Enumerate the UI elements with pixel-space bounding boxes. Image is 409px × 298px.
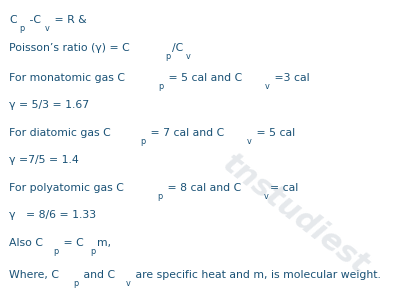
Text: =3 cal: =3 cal [271,73,309,83]
Text: p: p [164,52,170,61]
Text: v: v [45,24,49,33]
Text: and C: and C [80,270,115,280]
Text: /C: /C [171,43,182,53]
Text: For monatomic gas C: For monatomic gas C [9,73,125,83]
Text: -C: -C [26,15,40,25]
Text: p: p [90,247,95,256]
Text: p: p [158,82,164,91]
Text: = cal: = cal [269,183,297,193]
Text: γ   = 8/6 = 1.33: γ = 8/6 = 1.33 [9,210,96,220]
Text: = 5 cal: = 5 cal [252,128,294,138]
Text: For diatomic gas C: For diatomic gas C [9,128,110,138]
Text: p: p [19,24,24,33]
Text: For polyatomic gas C: For polyatomic gas C [9,183,124,193]
Text: v: v [263,192,268,201]
Text: Poisson’s ratio (γ) = C: Poisson’s ratio (γ) = C [9,43,130,53]
Text: C: C [9,15,17,25]
Text: m,: m, [97,238,111,249]
Text: = 5 cal and C: = 5 cal and C [165,73,242,83]
Text: p: p [53,247,58,256]
Text: p: p [157,192,162,201]
Text: v: v [125,279,130,288]
Text: = 7 cal and C: = 7 cal and C [147,128,224,138]
Text: Where, C: Where, C [9,270,59,280]
Text: are specific heat and m, is molecular weight.: are specific heat and m, is molecular we… [131,270,380,280]
Text: = R &: = R & [51,15,87,25]
Text: = 8 cal and C: = 8 cal and C [164,183,240,193]
Text: γ =7/5 = 1.4: γ =7/5 = 1.4 [9,155,79,165]
Text: p: p [140,137,145,146]
Text: γ = 5/3 = 1.67: γ = 5/3 = 1.67 [9,100,89,110]
Text: p: p [73,279,79,288]
Text: v: v [186,52,191,61]
Text: v: v [246,137,251,146]
Text: Also C: Also C [9,238,43,249]
Text: tnstudiest: tnstudiest [216,149,373,280]
Text: = C: = C [60,238,83,249]
Text: v: v [265,82,269,91]
